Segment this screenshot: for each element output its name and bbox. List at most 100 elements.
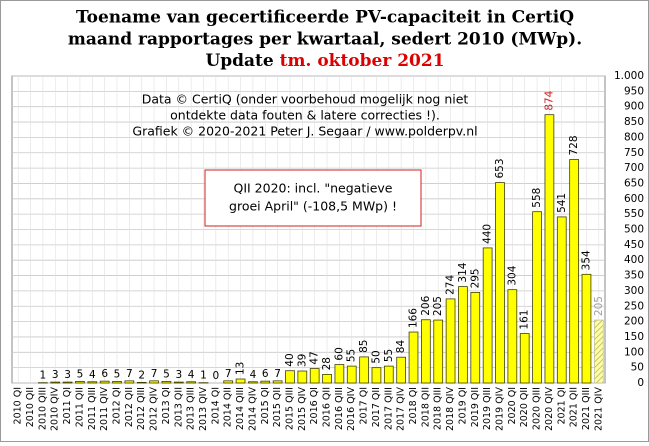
value-label: 7	[274, 368, 281, 380]
bar	[557, 217, 566, 383]
value-label: 304	[506, 265, 518, 285]
y-tick-label: 800	[624, 131, 644, 143]
x-tick-label: 2018 QIII	[433, 387, 444, 430]
y-tick-label: 700	[624, 162, 644, 174]
y-tick-label: 900	[624, 101, 644, 113]
bar	[261, 381, 270, 383]
bar	[137, 382, 146, 383]
x-tick-label: 2011 QIV	[99, 387, 110, 431]
update-date: tm. oktober 2021	[280, 51, 445, 71]
x-tick-label: 2017 QIV	[396, 387, 407, 431]
bar	[483, 248, 492, 383]
x-tick-label: 2019 QIII	[482, 387, 493, 430]
bar	[545, 115, 554, 383]
value-label: 7	[151, 368, 158, 380]
bar	[520, 334, 529, 383]
x-tick-label: 2018 QII	[420, 387, 431, 427]
y-tick-label: 650	[624, 177, 644, 189]
annotation: ontdekte data fouten & latere correcties…	[170, 108, 440, 123]
bar	[421, 320, 430, 383]
value-label: 6	[262, 368, 269, 380]
update: Update tm. oktober 2021	[205, 51, 444, 71]
bar	[100, 381, 109, 383]
value-label: 39	[296, 354, 308, 367]
y-tick-label: 950	[624, 85, 644, 97]
value-label: 3	[175, 369, 182, 381]
x-tick-label: 2016 QIV	[346, 387, 357, 431]
bar	[335, 365, 344, 383]
value-label: 541	[556, 193, 568, 213]
bar	[533, 212, 542, 383]
x-tick-label: 2021 QII	[569, 387, 580, 427]
annotation: Data © CertiQ (onder voorbehoud mogelijk…	[142, 92, 469, 107]
note-text: QII 2020: incl. "negatieve	[234, 181, 393, 196]
x-tick-label: 2011 QII	[74, 387, 85, 427]
x-tick-label: 2013 QIV	[198, 387, 209, 431]
bar	[434, 320, 443, 383]
y-tick-label: 400	[624, 254, 644, 266]
y-tick-label: 750	[624, 147, 644, 159]
bar	[582, 274, 591, 383]
bar	[150, 381, 159, 383]
bar	[446, 299, 455, 383]
value-label: 60	[333, 347, 345, 360]
value-label: 55	[346, 349, 358, 362]
bar	[63, 382, 72, 383]
x-tick-label: 2015 QIV	[297, 387, 308, 431]
x-tick-label: 2017 QII	[371, 387, 382, 427]
x-tick-label: 2010 QI	[13, 387, 24, 424]
value-label: 5	[77, 368, 84, 380]
annotation: Grafiek © 2020-2021 Peter J. Segaar / ww…	[132, 124, 477, 139]
x-tick-label: 2015 QII	[272, 387, 283, 427]
x-tick-label: 2010 QIV	[50, 387, 61, 431]
bar	[397, 357, 406, 383]
bar	[51, 382, 60, 383]
x-tick-label: 2016 QI	[309, 387, 320, 424]
x-tick-label: 2018 QIV	[445, 387, 456, 431]
bar	[310, 369, 319, 383]
bar	[174, 382, 183, 383]
x-tick-label: 2013 QII	[173, 387, 184, 427]
value-label: 4	[250, 369, 257, 381]
value-label: 166	[408, 308, 420, 328]
x-tick-label: 2020 QIV	[544, 387, 555, 431]
value-label: 314	[457, 262, 469, 282]
value-label: 4	[188, 369, 195, 381]
value-label: 2	[138, 369, 145, 381]
x-tick-label: 2014 QII	[223, 387, 234, 427]
x-tick-label: 2017 QIII	[383, 387, 394, 430]
y-tick-label: 200	[624, 316, 644, 328]
bar	[323, 374, 332, 383]
x-tick-label: 2014 QIII	[235, 387, 246, 430]
bar	[409, 332, 418, 383]
x-tick-label: 2021 QIV	[593, 387, 604, 431]
value-label: 7	[225, 368, 232, 380]
x-tick-label: 2013 QIII	[186, 387, 197, 430]
value-label: 4	[89, 369, 96, 381]
bar	[125, 381, 134, 383]
update-prefix: Update	[205, 51, 273, 71]
x-tick-label: 2020 QII	[519, 387, 530, 427]
value-label: 84	[395, 340, 407, 354]
bar	[594, 320, 603, 383]
value-label: 558	[531, 188, 543, 208]
value-label: 5	[114, 368, 121, 380]
value-label: 6	[101, 368, 108, 380]
x-tick-label: 2010 QIII	[37, 387, 48, 430]
y-tick-label: 100	[624, 346, 644, 358]
x-tick-label: 2012 QIV	[149, 387, 160, 431]
bar	[570, 160, 579, 383]
value-label: 5	[163, 368, 170, 380]
note-text: groei April" (-108,5 MWp) !	[229, 199, 397, 214]
x-tick-label: 2011 QIII	[87, 387, 98, 430]
bar	[458, 287, 467, 383]
x-tick-label: 2016 QII	[322, 387, 333, 427]
y-tick-label: 600	[624, 193, 644, 205]
value-label: 28	[321, 357, 333, 370]
value-label: 161	[519, 310, 531, 330]
bar	[88, 382, 97, 383]
y-tick-label: 850	[624, 116, 644, 128]
value-label: 1	[40, 370, 47, 382]
value-label: 440	[482, 224, 494, 244]
bar	[162, 381, 171, 383]
